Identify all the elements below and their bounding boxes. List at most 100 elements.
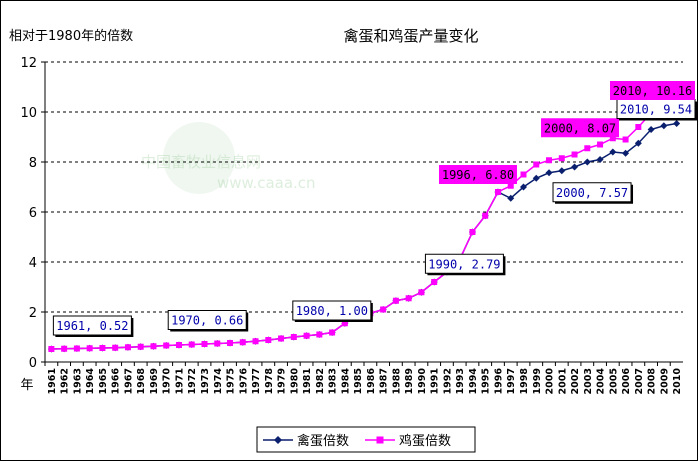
annotation-label-0: 1961, 0.52 — [56, 319, 128, 333]
annotation-4: 1996, 6.80 — [438, 165, 517, 184]
x-tick-label-34: 1995 — [481, 368, 492, 394]
watermark: 中国畜牧业信息网 www.caaa.cn — [141, 122, 316, 194]
series-0-point-36 — [507, 194, 515, 202]
x-tick-label-41: 2002 — [570, 368, 581, 394]
series-1-point-30 — [431, 279, 438, 285]
watermark-logo-icon — [163, 122, 235, 194]
x-tick-label-10: 1971 — [174, 368, 185, 394]
x-tick-label-13: 1974 — [213, 368, 224, 395]
series-1-point-7 — [137, 343, 144, 350]
series-0-point-47 — [647, 126, 655, 133]
series-1-point-6 — [124, 344, 131, 351]
series-1-point-43 — [597, 141, 604, 148]
x-tick-label-17: 1978 — [264, 368, 275, 395]
series-0-point-48 — [660, 122, 668, 130]
annotation-box-8 — [610, 81, 695, 100]
x-tick-label-30: 1991 — [430, 368, 441, 394]
annotation-box-6 — [541, 118, 620, 138]
annotation-3: 1990, 2.79 — [424, 253, 506, 276]
legend-diamond-icon — [274, 436, 282, 444]
x-tick-label-11: 1972 — [187, 368, 198, 394]
annotation-label-2: 1980, 1.00 — [296, 304, 368, 318]
x-tick-label-42: 2003 — [583, 368, 594, 394]
series-0-point-40 — [558, 167, 566, 175]
annotation-2: 1980, 1.00 — [292, 300, 373, 322]
y-tick-label-3: 6 — [29, 206, 37, 221]
legend-box — [256, 426, 476, 453]
series-1-point-0 — [48, 346, 55, 352]
annotation-box-2 — [292, 300, 372, 321]
x-tick-label-48: 2009 — [659, 368, 670, 394]
x-tick-label-12: 1973 — [200, 368, 211, 394]
series-1-point-13 — [214, 340, 221, 347]
series-0-point-45 — [622, 149, 630, 157]
x-tick-label-1: 1962 — [60, 368, 71, 394]
series-1-point-23 — [341, 320, 348, 327]
series-1-point-37 — [520, 171, 527, 178]
x-tick-label-45: 2006 — [621, 368, 632, 395]
series-0-point-44 — [609, 148, 617, 156]
series-0-point-37 — [520, 183, 527, 191]
x-tick-label-9: 1970 — [162, 368, 173, 395]
series-1-point-35 — [494, 189, 501, 195]
x-tick-label-24: 1985 — [353, 368, 364, 394]
annotation-label-3: 1990, 2.79 — [428, 257, 500, 271]
x-tick-label-28: 1989 — [404, 368, 415, 394]
x-tick-label-26: 1987 — [379, 368, 390, 394]
series-1-point-1 — [61, 345, 68, 352]
y-tick-label-5: 10 — [20, 106, 37, 121]
series-0-point-39 — [545, 169, 553, 177]
x-tick-label-23: 1984 — [340, 368, 351, 395]
series-1-point-38 — [533, 161, 540, 168]
x-tick-label-6: 1967 — [123, 368, 134, 394]
series-1-point-28 — [405, 295, 412, 302]
series-1-point-17 — [265, 337, 272, 343]
x-tick-label-21: 1982 — [315, 368, 326, 394]
series-1-point-42 — [584, 145, 591, 152]
x-tick-label-38: 1999 — [532, 368, 543, 394]
annotation-box-5 — [552, 182, 632, 203]
legend-label-0: 禽蛋倍数 — [297, 433, 349, 449]
x-tick-label-31: 1992 — [442, 368, 453, 394]
legend-label-1: 鸡蛋倍数 — [399, 433, 451, 449]
series-0-point-38 — [532, 174, 540, 182]
series-1-point-10 — [175, 342, 182, 348]
series-1-point-33 — [469, 229, 476, 235]
x-tick-label-18: 1979 — [277, 368, 288, 394]
x-tick-label-19: 1980 — [289, 368, 300, 395]
series-1-point-36 — [507, 182, 514, 189]
watermark-url: www.caaa.cn — [217, 174, 316, 192]
series-1-point-26 — [380, 306, 387, 313]
y-ticks: 0 2 4 6 8 10 12 — [20, 56, 45, 371]
x-tick-label-29: 1990 — [417, 368, 428, 395]
series-1-point-19 — [290, 334, 297, 340]
series-1-point-8 — [150, 343, 157, 350]
annotation-6: 2000, 8.07 — [541, 118, 620, 138]
annotation-label-8: 2010, 10.16 — [613, 84, 692, 98]
series-1-point-41 — [571, 151, 578, 158]
annotation-box-0 — [52, 315, 132, 336]
annotation-1: 1970, 0.66 — [167, 310, 249, 332]
x-tick-label-25: 1986 — [366, 368, 377, 395]
series-1-point-46 — [635, 124, 642, 130]
x-tick-label-8: 1969 — [149, 368, 160, 394]
series-1-point-21 — [316, 331, 323, 338]
series-1-point-4 — [99, 345, 106, 351]
series-1-point-34 — [482, 212, 489, 219]
series-1-point-22 — [329, 329, 336, 336]
series-1-point-15 — [239, 339, 246, 346]
series-1-point-39 — [546, 157, 553, 164]
x-tick-label-2: 1963 — [72, 368, 83, 394]
x-ticks: 1961 1962 1963 1964 1965 1966 1967 1968 1969 1970… — [44, 362, 683, 395]
series-1-point-16 — [252, 338, 259, 345]
x-tick-label-33: 1994 — [468, 368, 479, 395]
annotation-5: 2000, 7.57 — [552, 182, 634, 204]
x-tick-label-36: 1997 — [506, 368, 517, 394]
annotation-7: 2010, 9.54 — [616, 99, 697, 121]
annotation-label-6: 2000, 8.07 — [544, 121, 616, 135]
x-tick-label-4: 1965 — [98, 368, 109, 394]
series-1-point-12 — [201, 341, 208, 347]
x-tick-label-7: 1968 — [136, 368, 147, 395]
series-1-point-11 — [188, 341, 195, 348]
